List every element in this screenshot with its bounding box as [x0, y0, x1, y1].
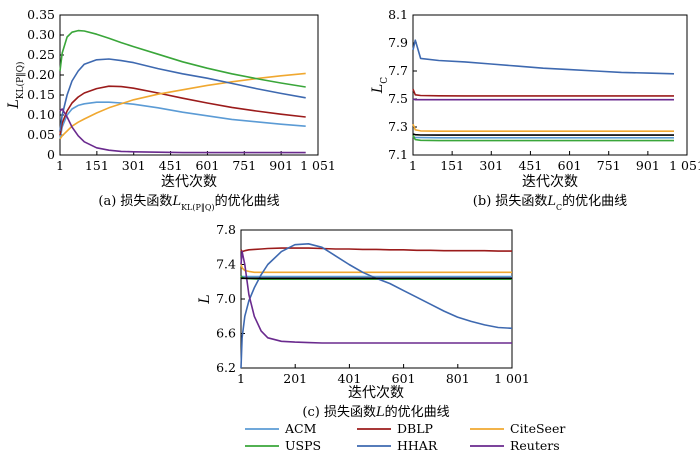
legend-label-acm: ACM [284, 421, 317, 436]
series-line-hhar [240, 243, 513, 369]
series-line-usps [412, 135, 674, 142]
x-tick-label: 301 [479, 158, 503, 173]
x-tick-label: 751 [597, 158, 621, 173]
x-tick-label: 1 001 [494, 371, 530, 386]
y-tick-label: 7.3 [388, 119, 408, 134]
x-tick-label: 1 051 [300, 158, 336, 173]
panel-b-loss-c: 1 151 301 451 601 751 901 1 051 7.1 7.3 7.5 7.7 7.9 8… [370, 7, 700, 212]
x-tick-label: 1 [56, 158, 64, 173]
x-tick-label: 1 [237, 371, 245, 386]
series-line-dblp [59, 85, 306, 136]
x-tick-label: 901 [269, 158, 293, 173]
y-axis-label-symbol: L [6, 99, 22, 109]
y-tick-label: 0.15 [27, 87, 55, 102]
y-tick-label: 7.1 [388, 147, 408, 162]
x-tick-label: 301 [122, 158, 146, 173]
x-tick-label: 151 [440, 158, 464, 173]
legend-label-dblp: DBLP [397, 421, 433, 436]
series-line-reuters [412, 98, 674, 101]
x-axis-label: 迭代次数 [522, 174, 578, 190]
y-tick-label: 0.10 [27, 107, 55, 122]
y-axis-label: L [197, 294, 213, 304]
x-tick-label: 1 [409, 158, 417, 173]
x-tick-label: 401 [337, 371, 361, 386]
series-line-citeseer [412, 123, 674, 132]
y-tick-label: 0.05 [27, 127, 55, 142]
y-tick-label: 0.25 [27, 47, 55, 62]
legend-label-usps: USPS [285, 438, 321, 453]
x-axis-label: 迭代次数 [348, 385, 404, 401]
y-tick-label: 7.7 [388, 63, 408, 78]
series-line-hhar [412, 39, 675, 75]
x-tick-label: 751 [232, 158, 256, 173]
y-tick-label: 7.4 [216, 257, 236, 272]
caption-prefix: (a) 损失函数 [98, 194, 172, 209]
y-tick-label: 0.20 [27, 67, 55, 82]
caption-symbol: L [171, 194, 181, 209]
legend-label-reuters: Reuters [510, 438, 560, 453]
y-tick-label: 8.1 [388, 7, 408, 22]
y-tick-label: 7.9 [388, 35, 408, 50]
legend-label-hhar: HHAR [397, 438, 438, 453]
caption-prefix: (c) 损失函数 [302, 405, 376, 420]
panel-caption: (b) 损失函数LC的优化曲线 [473, 193, 627, 212]
caption-suffix: 的优化曲线 [215, 193, 280, 209]
series-line-acm [412, 136, 674, 139]
x-tick-label: 801 [446, 371, 470, 386]
x-tick-label: 151 [85, 158, 109, 173]
x-tick-label: 901 [636, 158, 660, 173]
y-axis-label-symbol: L [370, 84, 386, 94]
x-tick-label: 201 [283, 371, 307, 386]
plot-frame [59, 14, 319, 156]
y-tick-label: 6.2 [216, 360, 236, 375]
legend-label-citeseer: CiteSeer [510, 421, 565, 436]
caption-subscript: C [556, 203, 562, 212]
caption-prefix: (b) 损失函数 [473, 194, 548, 209]
y-axis-label: LKL(P‖Q) [6, 62, 26, 110]
series-line-reuters [240, 250, 512, 344]
x-tick-label: 601 [392, 371, 416, 386]
caption-symbol: L [546, 194, 556, 209]
x-axis-label: 迭代次数 [161, 174, 217, 190]
plot-frame [412, 14, 688, 156]
y-tick-label: 7.0 [216, 291, 236, 306]
x-tick-label: 601 [558, 158, 582, 173]
y-axis-label-subscript: KL(P‖Q) [15, 62, 26, 100]
panel-caption: (c) 损失函数L的优化曲线 [302, 404, 449, 420]
y-axis-label-subscript: C [380, 77, 390, 84]
x-tick-label: 1 051 [669, 158, 700, 173]
caption-symbol: L [375, 405, 385, 420]
series-line-black [412, 133, 674, 136]
panel-caption: (a) 损失函数LKL(P‖Q)的优化曲线 [98, 193, 279, 212]
panel-c-loss-total: 1 201 401 601 801 1 001 6.2 6.6 7.0 7.4 7.8 L 迭代次数 (c… [197, 222, 530, 420]
series-line-dblp [240, 247, 512, 253]
series-line-citeseer [240, 264, 512, 274]
y-axis-label: LC [370, 77, 390, 94]
series-line-hhar [59, 58, 306, 132]
series-line-usps [59, 29, 306, 88]
series-line-citeseer [59, 72, 306, 140]
series-line-reuters [59, 108, 306, 154]
caption-subscript: KL(P‖Q) [181, 203, 214, 212]
panel-a-loss-kl: 1 151 301 451 601 751 901 1 051 0 0.05 0.10 0.15 0.2… [6, 7, 336, 212]
y-axis-label-symbol: L [197, 294, 213, 304]
y-tick-label: 0 [47, 147, 55, 162]
x-tick-label: 601 [195, 158, 219, 173]
x-tick-label: 451 [159, 158, 183, 173]
series-line-acm [59, 101, 306, 140]
x-tick-label: 451 [518, 158, 542, 173]
y-tick-label: 6.6 [216, 326, 236, 341]
y-tick-label: 7.8 [216, 222, 236, 237]
y-tick-label: 0.30 [27, 27, 55, 42]
series-line-dblp [412, 88, 674, 97]
caption-suffix: 的优化曲线 [385, 404, 450, 420]
y-tick-label: 7.5 [388, 91, 408, 106]
caption-suffix: 的优化曲线 [562, 193, 627, 209]
y-tick-label: 0.35 [27, 7, 55, 22]
legend: ACM DBLP CiteSeer USPS HHAR Reuters [245, 421, 565, 453]
